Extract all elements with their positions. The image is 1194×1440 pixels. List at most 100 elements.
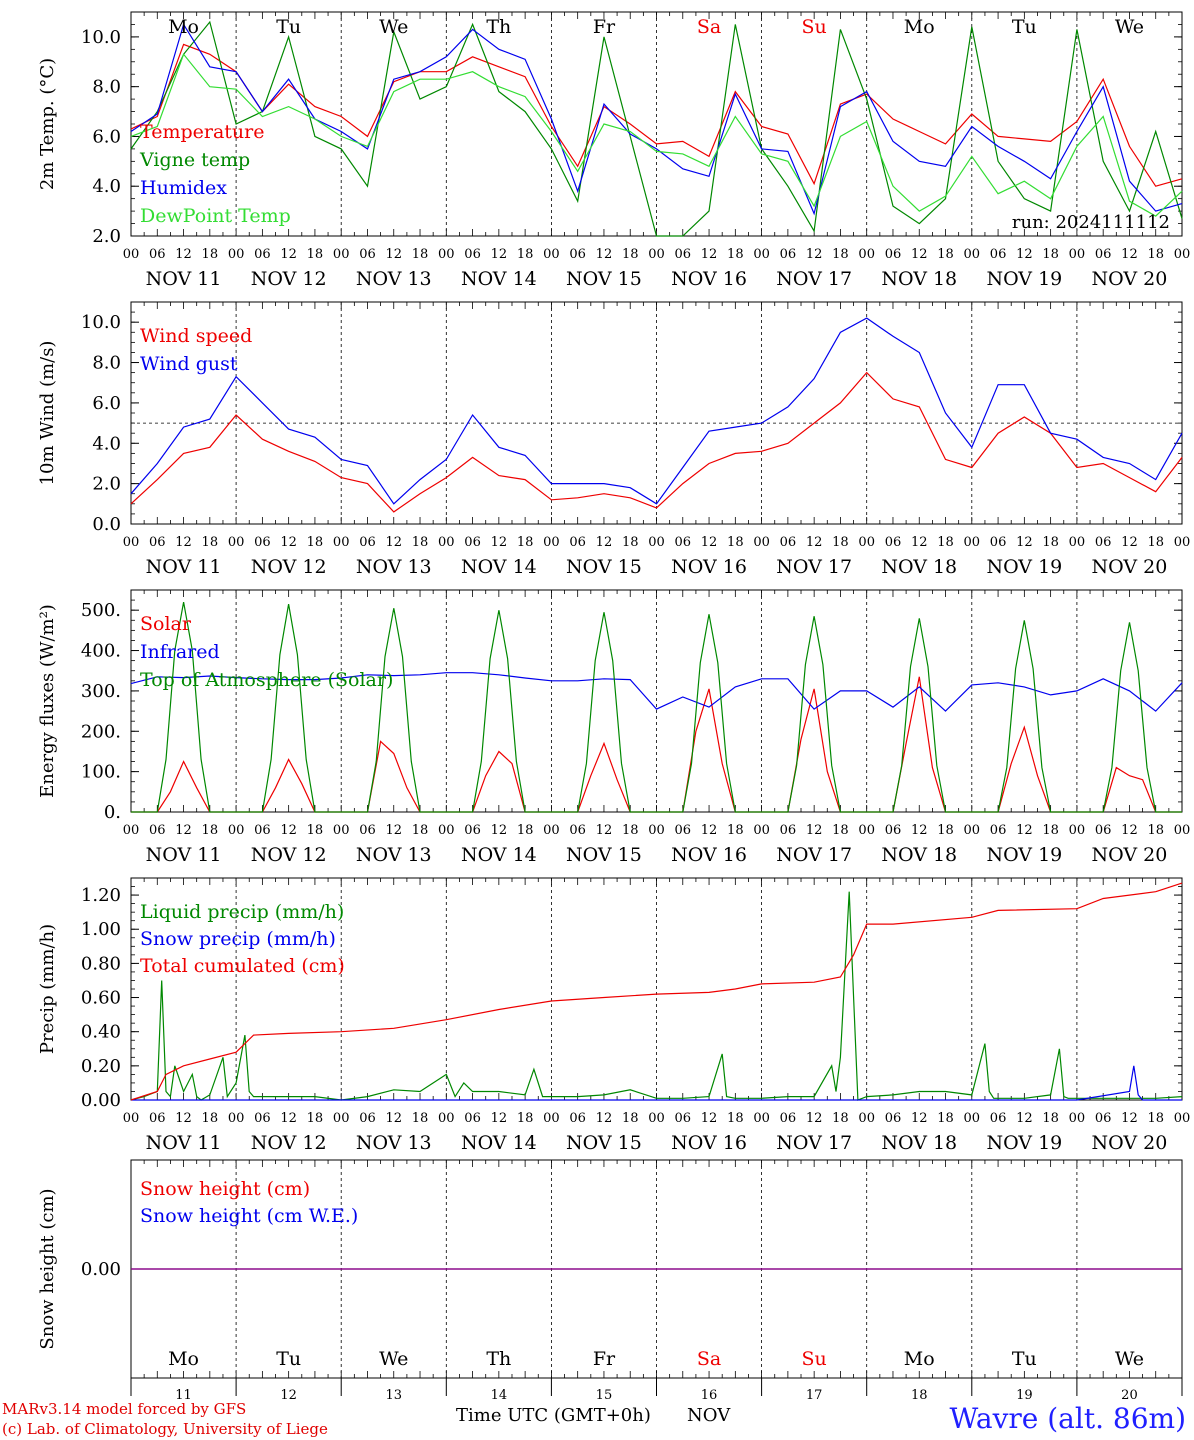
y-tick-label: 0. bbox=[104, 802, 121, 823]
hour-tick-label: 12 bbox=[911, 247, 928, 262]
date-label: NOV 12 bbox=[251, 268, 327, 290]
hour-tick-label: 00 bbox=[648, 823, 665, 838]
hour-tick-label: 06 bbox=[990, 823, 1007, 838]
hour-tick-label: 12 bbox=[596, 1111, 613, 1126]
y-tick-label: 4.0 bbox=[92, 176, 121, 197]
hour-tick-label: 00 bbox=[123, 247, 140, 262]
hour-tick-label: 06 bbox=[780, 535, 797, 550]
hour-tick-label: 12 bbox=[596, 535, 613, 550]
weekday-label-bottom: We bbox=[379, 1348, 408, 1370]
hour-tick-label: 06 bbox=[569, 535, 586, 550]
series-line-wind-gust bbox=[130, 317, 1183, 505]
panel-4 bbox=[130, 877, 1183, 1101]
hour-tick-label: 00 bbox=[964, 823, 981, 838]
y-tick-label: 0.80 bbox=[81, 953, 121, 974]
legend-entry: Snow height (cm) bbox=[140, 1178, 310, 1200]
date-label: NOV 11 bbox=[146, 268, 222, 290]
hour-tick-label: 18 bbox=[307, 823, 324, 838]
legend-entry: Liquid precip (mm/h) bbox=[140, 901, 344, 923]
panel-3 bbox=[130, 589, 1183, 813]
hour-tick-label: 18 bbox=[727, 1111, 744, 1126]
hour-tick-label: 12 bbox=[701, 535, 718, 550]
legend-entry: Infrared bbox=[140, 641, 220, 663]
date-label: NOV 15 bbox=[566, 1132, 642, 1154]
y-axis-label: Energy fluxes (W/m²) bbox=[37, 604, 58, 798]
hour-tick-label: 18 bbox=[412, 823, 429, 838]
hour-tick-label: 12 bbox=[1121, 247, 1138, 262]
weekday-label-top: Th bbox=[486, 16, 511, 38]
hour-tick-label: 00 bbox=[543, 247, 560, 262]
date-label: NOV 13 bbox=[356, 268, 432, 290]
day-number-label: 20 bbox=[1121, 1388, 1138, 1403]
hour-tick-label: 06 bbox=[569, 1111, 586, 1126]
plot-frame bbox=[130, 11, 1183, 237]
hour-tick-label: 00 bbox=[1174, 1111, 1191, 1126]
y-axis-label: 2m Temp. (°C) bbox=[37, 58, 58, 190]
hour-tick-label: 00 bbox=[753, 535, 770, 550]
hour-tick-label: 18 bbox=[832, 535, 849, 550]
day-number-label: 13 bbox=[385, 1388, 402, 1403]
hour-tick-label: 18 bbox=[937, 535, 954, 550]
y-tick-label: 0.00 bbox=[81, 1090, 121, 1111]
date-label: NOV 15 bbox=[566, 844, 642, 866]
hour-tick-label: 18 bbox=[517, 535, 534, 550]
series-line-solar bbox=[131, 676, 1182, 813]
hour-tick-label: 12 bbox=[1016, 535, 1033, 550]
hour-tick-label: 18 bbox=[622, 247, 639, 262]
y-tick-label: 2.0 bbox=[92, 226, 121, 247]
hour-tick-label: 06 bbox=[1095, 1111, 1112, 1126]
hour-tick-label: 06 bbox=[359, 1111, 376, 1126]
hour-tick-label: 12 bbox=[491, 535, 508, 550]
hour-tick-label: 12 bbox=[280, 247, 297, 262]
y-tick-label: 0.60 bbox=[81, 988, 121, 1009]
hour-tick-label: 00 bbox=[333, 1111, 350, 1126]
date-label: NOV 14 bbox=[461, 844, 537, 866]
run-annotation: run: 2024111112 bbox=[1012, 212, 1170, 233]
hour-tick-label: 00 bbox=[438, 535, 455, 550]
hour-tick-label: 06 bbox=[464, 247, 481, 262]
date-label: NOV 20 bbox=[1092, 1132, 1168, 1154]
hour-tick-label: 18 bbox=[622, 1111, 639, 1126]
hour-tick-label: 12 bbox=[175, 247, 192, 262]
date-label: NOV 19 bbox=[986, 556, 1062, 578]
hour-tick-label: 00 bbox=[543, 1111, 560, 1126]
hour-tick-label: 18 bbox=[412, 247, 429, 262]
hour-tick-label: 00 bbox=[543, 535, 560, 550]
date-label: NOV 12 bbox=[251, 556, 327, 578]
hour-tick-label: 06 bbox=[149, 823, 166, 838]
hour-tick-label: 12 bbox=[491, 823, 508, 838]
series-line-total-cumulated-cm- bbox=[130, 882, 1183, 1101]
date-label: NOV 16 bbox=[671, 1132, 747, 1154]
hour-tick-label: 00 bbox=[858, 1111, 875, 1126]
series-line-infrared bbox=[130, 672, 1183, 712]
date-label: NOV 11 bbox=[146, 556, 222, 578]
hour-tick-label: 06 bbox=[780, 247, 797, 262]
legend-entry: Wind speed bbox=[140, 325, 252, 347]
hour-tick-label: 18 bbox=[1147, 247, 1164, 262]
hour-tick-label: 18 bbox=[937, 247, 954, 262]
series-line-wind-speed bbox=[130, 371, 1183, 513]
series-line-humidex bbox=[130, 22, 1183, 216]
hour-tick-label: 18 bbox=[517, 1111, 534, 1126]
y-tick-label: 0.20 bbox=[81, 1056, 121, 1077]
hour-tick-label: 06 bbox=[990, 247, 1007, 262]
hour-tick-label: 18 bbox=[412, 1111, 429, 1126]
hour-tick-label: 06 bbox=[254, 823, 271, 838]
date-label: NOV 11 bbox=[146, 844, 222, 866]
hour-tick-label: 18 bbox=[412, 535, 429, 550]
day-number-label: 18 bbox=[911, 1388, 928, 1403]
hour-tick-label: 06 bbox=[885, 1111, 902, 1126]
weekday-label-top: Tu bbox=[276, 16, 301, 38]
hour-tick-label: 00 bbox=[438, 247, 455, 262]
hour-tick-label: 18 bbox=[1147, 535, 1164, 550]
hour-tick-label: 00 bbox=[228, 823, 245, 838]
hour-tick-label: 12 bbox=[175, 535, 192, 550]
y-tick-label: 10.0 bbox=[81, 312, 121, 333]
y-tick-label: 0.00 bbox=[81, 1259, 121, 1280]
hour-tick-label: 06 bbox=[990, 535, 1007, 550]
hour-tick-label: 06 bbox=[675, 535, 692, 550]
hour-tick-label: 18 bbox=[517, 823, 534, 838]
date-label: NOV 19 bbox=[986, 844, 1062, 866]
hour-tick-label: 12 bbox=[806, 535, 823, 550]
